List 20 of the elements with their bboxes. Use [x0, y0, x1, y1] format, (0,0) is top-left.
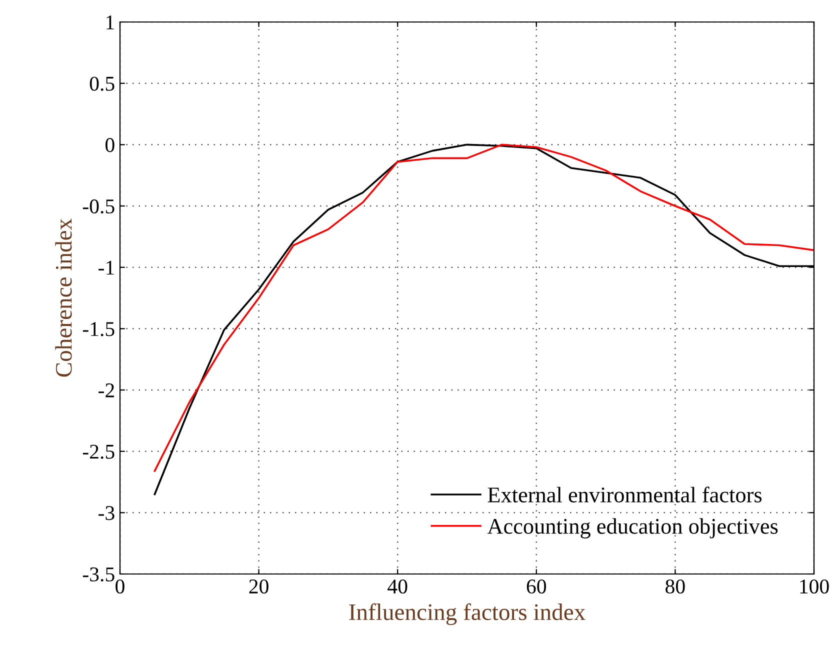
- y-tick-label: -2.5: [82, 444, 114, 459]
- y-tick-label: 0: [106, 138, 114, 152]
- x-tick-label: 0: [116, 579, 124, 594]
- x-axis-title: Influencing factors index: [349, 603, 586, 626]
- legend-label: External environmental factors: [488, 486, 762, 502]
- x-tick-label: 80: [666, 579, 685, 594]
- x-tick-label: 40: [388, 579, 408, 594]
- y-tick-label: -3: [98, 506, 114, 520]
- y-tick-label: -3.5: [82, 567, 114, 582]
- y-tick-label: 1: [106, 15, 114, 30]
- x-tick-label: 20: [249, 579, 268, 594]
- x-tick-label: 100: [800, 579, 829, 594]
- y-tick-label: -2: [98, 383, 114, 398]
- y-tick-label: -1.5: [82, 322, 114, 336]
- y-tick-label: -0.5: [82, 199, 114, 214]
- y-tick-label: 0.5: [90, 76, 114, 91]
- legend-label: Accounting education objectives: [487, 518, 778, 538]
- y-axis-title: Coherence index: [55, 218, 72, 377]
- y-tick-label: -1: [98, 260, 114, 275]
- x-tick-label: 60: [526, 579, 546, 594]
